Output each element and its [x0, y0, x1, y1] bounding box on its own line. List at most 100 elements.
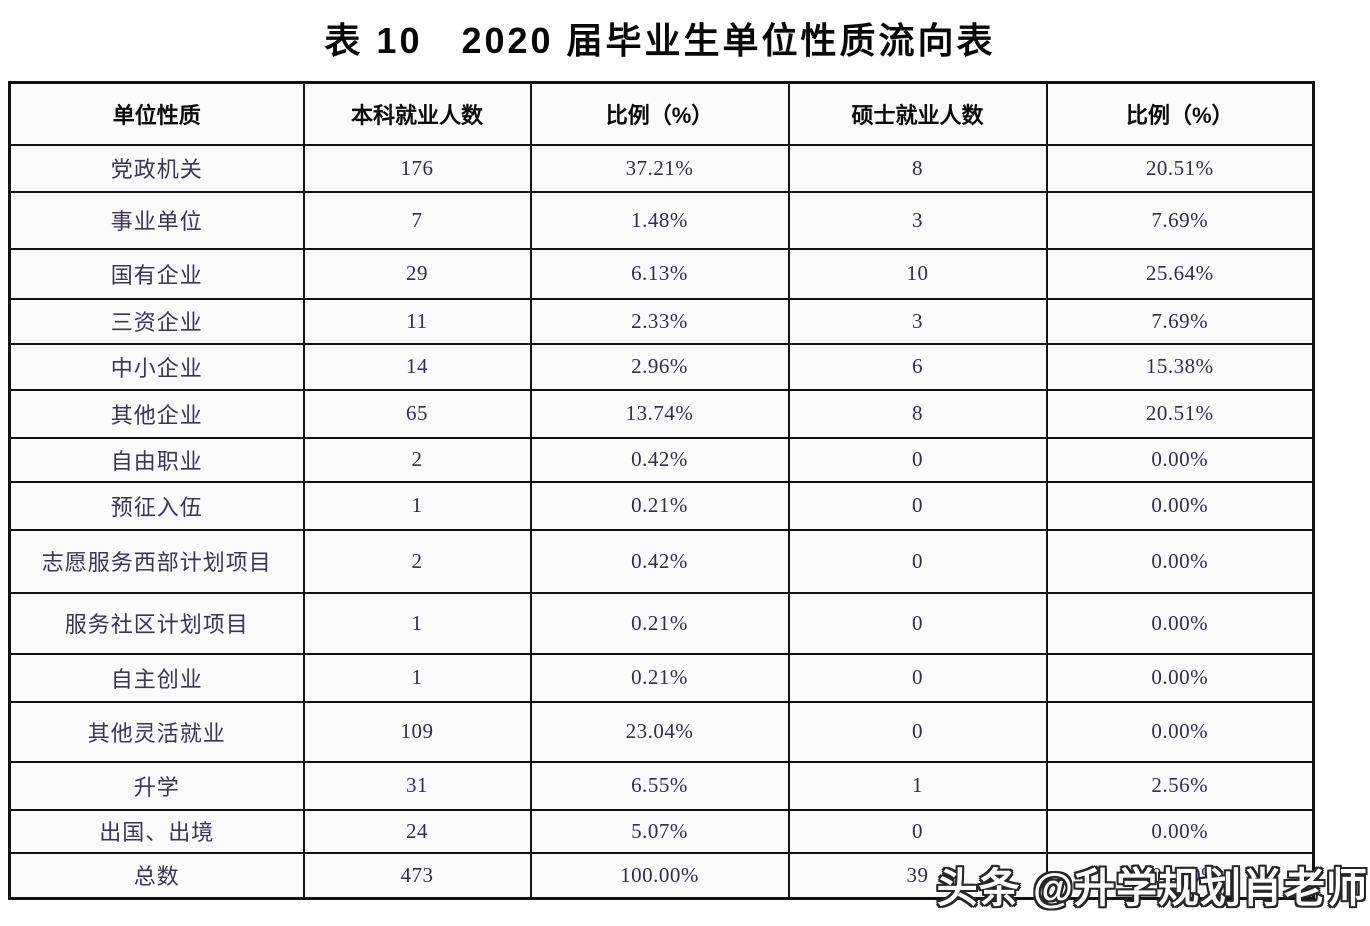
- table-row: 预征入伍 1 0.21% 0 0.00%: [8, 480, 1315, 531]
- master-ratio-cell: 7.69%: [1045, 190, 1315, 250]
- master-ratio-cell: 0.00%: [1045, 652, 1315, 703]
- unit-type-cell: 党政机关: [8, 143, 305, 193]
- column-header-master-count: 硕士就业人数: [787, 81, 1048, 146]
- master-ratio-cell: 0.00%: [1045, 480, 1315, 531]
- undergrad-ratio-cell: 0.21%: [529, 652, 790, 703]
- master-ratio-cell: 0.00%: [1045, 436, 1315, 483]
- unit-type-cell: 中小企业: [8, 342, 305, 391]
- undergrad-ratio-cell: 6.13%: [529, 247, 790, 300]
- undergrad-ratio-cell: 0.42%: [529, 528, 790, 594]
- master-ratio-cell: 100.00%: [1045, 851, 1315, 900]
- column-header-unit-nature: 单位性质: [8, 81, 305, 146]
- master-ratio-cell: 0.00%: [1045, 528, 1315, 594]
- master-ratio-cell: 20.51%: [1045, 388, 1315, 439]
- undergrad-count-cell: 176: [302, 143, 532, 193]
- master-ratio-cell: 7.69%: [1045, 297, 1315, 345]
- master-count-cell: 0: [787, 700, 1048, 763]
- master-count-cell: 0: [787, 591, 1048, 655]
- unit-type-cell: 总数: [8, 851, 305, 900]
- master-count-cell: 0: [787, 480, 1048, 531]
- undergrad-ratio-cell: 0.21%: [529, 480, 790, 531]
- undergrad-ratio-cell: 6.55%: [529, 760, 790, 811]
- unit-type-cell: 其他灵活就业: [8, 700, 305, 763]
- unit-type-cell: 志愿服务西部计划项目: [8, 528, 305, 594]
- table-row: 党政机关 176 37.21% 8 20.51%: [8, 143, 1315, 193]
- unit-type-cell: 国有企业: [8, 247, 305, 300]
- unit-type-cell: 自由职业: [8, 436, 305, 483]
- table-row: 出国、出境 24 5.07% 0 0.00%: [8, 808, 1315, 854]
- table-row: 自由职业 2 0.42% 0 0.00%: [8, 436, 1315, 483]
- undergrad-ratio-cell: 1.48%: [529, 190, 790, 250]
- master-count-cell: 6: [787, 342, 1048, 391]
- undergrad-ratio-cell: 0.42%: [529, 436, 790, 483]
- master-count-cell: 3: [787, 190, 1048, 250]
- master-count-cell: 0: [787, 528, 1048, 594]
- undergrad-count-cell: 11: [302, 297, 532, 345]
- undergrad-count-cell: 14: [302, 342, 532, 391]
- undergrad-count-cell: 29: [302, 247, 532, 300]
- master-ratio-cell: 0.00%: [1045, 700, 1315, 763]
- table-row: 志愿服务西部计划项目 2 0.42% 0 0.00%: [8, 528, 1315, 594]
- unit-type-cell: 升学: [8, 760, 305, 811]
- unit-type-cell: 预征入伍: [8, 480, 305, 531]
- table-title: 表 10 2020 届毕业生单位性质流向表: [324, 20, 996, 61]
- undergrad-ratio-cell: 2.96%: [529, 342, 790, 391]
- master-count-cell: 39: [787, 851, 1048, 900]
- unit-nature-flow-table: 单位性质 本科就业人数 比例（%） 硕士就业人数 比例（%） 党政机关 176 …: [8, 81, 1315, 900]
- undergrad-count-cell: 2: [302, 528, 532, 594]
- table-row: 中小企业 14 2.96% 6 15.38%: [8, 342, 1315, 391]
- table-row: 总数 473 100.00% 39 100.00%: [8, 851, 1315, 900]
- master-count-cell: 8: [787, 143, 1048, 193]
- watermark: 头条 @升学规划肖老师: [936, 865, 1368, 911]
- master-ratio-cell: 20.51%: [1045, 143, 1315, 193]
- undergrad-count-cell: 7: [302, 190, 532, 250]
- column-header-undergrad-ratio: 比例（%）: [529, 81, 790, 146]
- undergrad-count-cell: 1: [302, 652, 532, 703]
- undergrad-ratio-cell: 2.33%: [529, 297, 790, 345]
- master-count-cell: 8: [787, 388, 1048, 439]
- table-row: 国有企业 29 6.13% 10 25.64%: [8, 247, 1315, 300]
- column-header-master-ratio: 比例（%）: [1045, 81, 1315, 146]
- undergrad-count-cell: 1: [302, 480, 532, 531]
- undergrad-ratio-cell: 0.21%: [529, 591, 790, 655]
- table-row: 服务社区计划项目 1 0.21% 0 0.00%: [8, 591, 1315, 655]
- master-ratio-cell: 2.56%: [1045, 760, 1315, 811]
- table-row: 升学 31 6.55% 1 2.56%: [8, 760, 1315, 811]
- unit-type-cell: 服务社区计划项目: [8, 591, 305, 655]
- table-row: 事业单位 7 1.48% 3 7.69%: [8, 190, 1315, 250]
- master-count-cell: 0: [787, 436, 1048, 483]
- master-count-cell: 0: [787, 652, 1048, 703]
- undergrad-count-cell: 2: [302, 436, 532, 483]
- header-row: 单位性质 本科就业人数 比例（%） 硕士就业人数 比例（%）: [8, 81, 1315, 146]
- undergrad-count-cell: 1: [302, 591, 532, 655]
- undergrad-ratio-cell: 37.21%: [529, 143, 790, 193]
- undergrad-ratio-cell: 23.04%: [529, 700, 790, 763]
- master-ratio-cell: 15.38%: [1045, 342, 1315, 391]
- table-row: 自主创业 1 0.21% 0 0.00%: [8, 652, 1315, 703]
- undergrad-ratio-cell: 13.74%: [529, 388, 790, 439]
- undergrad-count-cell: 473: [302, 851, 532, 900]
- unit-type-cell: 事业单位: [8, 190, 305, 250]
- master-count-cell: 1: [787, 760, 1048, 811]
- master-ratio-cell: 0.00%: [1045, 591, 1315, 655]
- table-row: 其他企业 65 13.74% 8 20.51%: [8, 388, 1315, 439]
- undergrad-ratio-cell: 5.07%: [529, 808, 790, 854]
- master-count-cell: 0: [787, 808, 1048, 854]
- column-header-undergrad-count: 本科就业人数: [302, 81, 532, 146]
- master-count-cell: 10: [787, 247, 1048, 300]
- unit-type-cell: 出国、出境: [8, 808, 305, 854]
- unit-type-cell: 其他企业: [8, 388, 305, 439]
- undergrad-count-cell: 65: [302, 388, 532, 439]
- master-ratio-cell: 0.00%: [1045, 808, 1315, 854]
- master-ratio-cell: 25.64%: [1045, 247, 1315, 300]
- undergrad-count-cell: 31: [302, 760, 532, 811]
- unit-type-cell: 三资企业: [8, 297, 305, 345]
- table-row: 三资企业 11 2.33% 3 7.69%: [8, 297, 1315, 345]
- undergrad-count-cell: 109: [302, 700, 532, 763]
- unit-type-cell: 自主创业: [8, 652, 305, 703]
- table-row: 其他灵活就业 109 23.04% 0 0.00%: [8, 700, 1315, 763]
- master-count-cell: 3: [787, 297, 1048, 345]
- undergrad-ratio-cell: 100.00%: [529, 851, 790, 900]
- undergrad-count-cell: 24: [302, 808, 532, 854]
